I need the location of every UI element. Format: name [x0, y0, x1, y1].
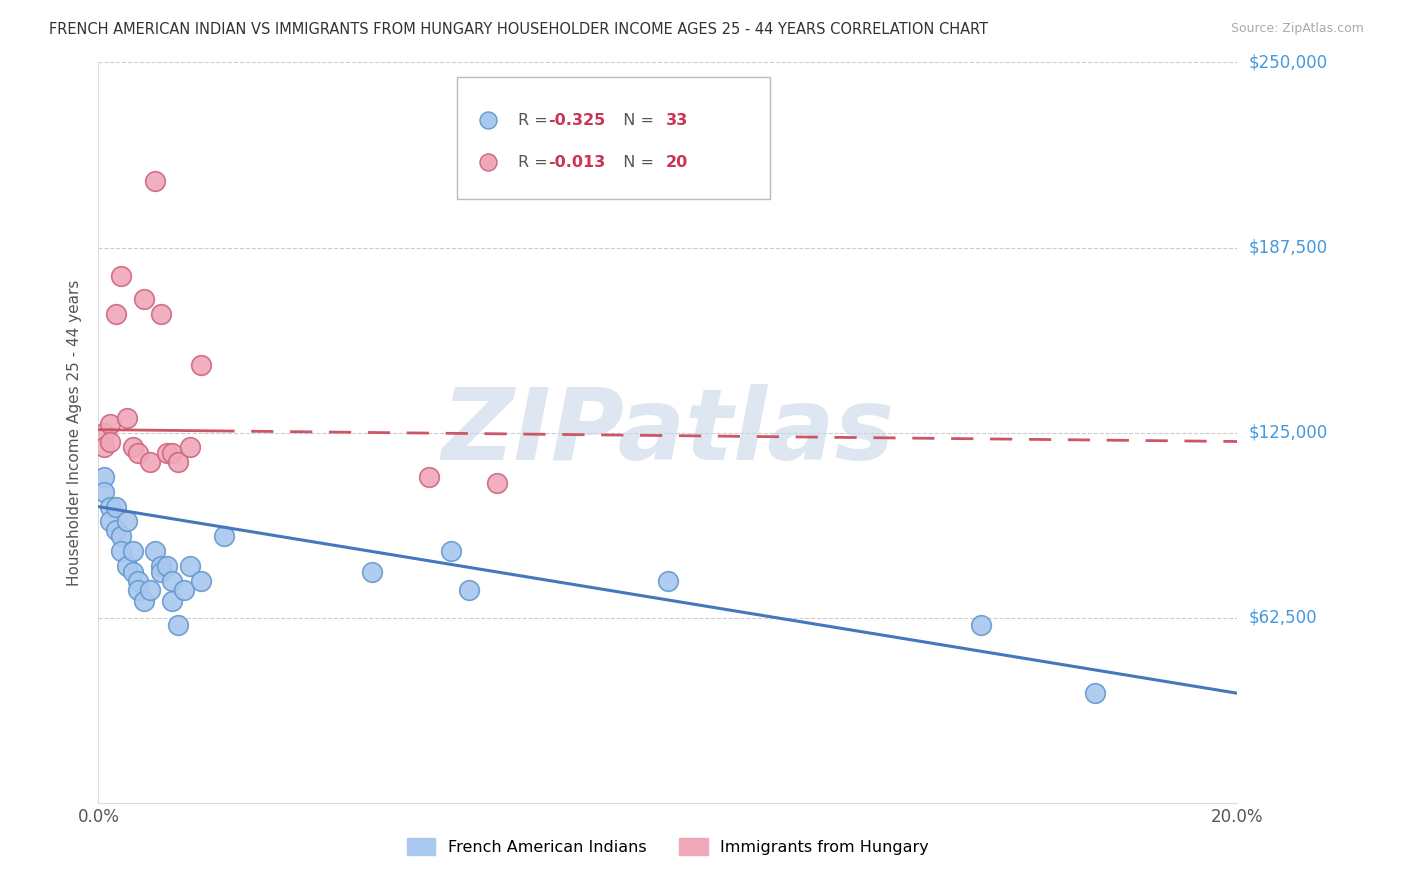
- Point: [110, 529, 132, 543]
- Point: [190, 574, 212, 588]
- Point: [121, 544, 143, 558]
- Point: [132, 594, 155, 608]
- Point: [190, 358, 212, 372]
- Point: [212, 529, 235, 543]
- Point: [115, 515, 138, 529]
- Point: [150, 565, 173, 579]
- Point: [98, 434, 121, 449]
- Text: $250,000: $250,000: [1249, 54, 1327, 71]
- Point: [93, 470, 115, 484]
- Point: [167, 455, 190, 469]
- Point: [93, 441, 115, 455]
- Point: [110, 544, 132, 558]
- Text: N =: N =: [613, 112, 659, 128]
- Point: [418, 470, 440, 484]
- Point: [440, 544, 463, 558]
- Point: [179, 441, 201, 455]
- Text: 20: 20: [665, 155, 688, 169]
- Point: [115, 410, 138, 425]
- Text: $187,500: $187,500: [1249, 238, 1327, 257]
- Point: [104, 307, 127, 321]
- Point: [115, 558, 138, 573]
- Point: [150, 307, 173, 321]
- Point: [145, 174, 167, 188]
- Point: [98, 500, 121, 514]
- Point: [104, 524, 127, 538]
- Point: [1084, 686, 1107, 700]
- Point: [93, 484, 115, 499]
- Text: R =: R =: [517, 112, 553, 128]
- Text: Source: ZipAtlas.com: Source: ZipAtlas.com: [1230, 22, 1364, 36]
- Point: [657, 574, 679, 588]
- Point: [173, 582, 195, 597]
- Point: [127, 582, 149, 597]
- Y-axis label: Householder Income Ages 25 - 44 years: Householder Income Ages 25 - 44 years: [67, 279, 83, 586]
- Point: [138, 455, 160, 469]
- Point: [486, 475, 509, 490]
- Point: [98, 417, 121, 431]
- FancyBboxPatch shape: [457, 78, 770, 200]
- Point: [145, 544, 167, 558]
- Point: [162, 446, 184, 460]
- Point: [132, 293, 155, 307]
- Text: $62,500: $62,500: [1249, 608, 1317, 627]
- Text: -0.013: -0.013: [548, 155, 606, 169]
- Point: [156, 558, 179, 573]
- Point: [104, 500, 127, 514]
- Text: 33: 33: [665, 112, 688, 128]
- Point: [179, 558, 201, 573]
- Point: [110, 268, 132, 283]
- Text: ZIPatlas: ZIPatlas: [441, 384, 894, 481]
- Point: [127, 446, 149, 460]
- Point: [156, 446, 179, 460]
- Point: [98, 515, 121, 529]
- Point: [150, 558, 173, 573]
- Text: R =: R =: [517, 155, 553, 169]
- Text: $125,000: $125,000: [1249, 424, 1327, 442]
- Text: N =: N =: [613, 155, 659, 169]
- Text: FRENCH AMERICAN INDIAN VS IMMIGRANTS FROM HUNGARY HOUSEHOLDER INCOME AGES 25 - 4: FRENCH AMERICAN INDIAN VS IMMIGRANTS FRO…: [49, 22, 988, 37]
- Point: [138, 582, 160, 597]
- Point: [970, 618, 993, 632]
- Point: [457, 582, 479, 597]
- Point: [127, 574, 149, 588]
- Point: [93, 425, 115, 440]
- Text: -0.325: -0.325: [548, 112, 606, 128]
- Point: [121, 565, 143, 579]
- Point: [360, 565, 382, 579]
- Point: [162, 574, 184, 588]
- Point: [167, 618, 190, 632]
- Point: [162, 594, 184, 608]
- Point: [121, 441, 143, 455]
- Legend: French American Indians, Immigrants from Hungary: French American Indians, Immigrants from…: [401, 832, 935, 862]
